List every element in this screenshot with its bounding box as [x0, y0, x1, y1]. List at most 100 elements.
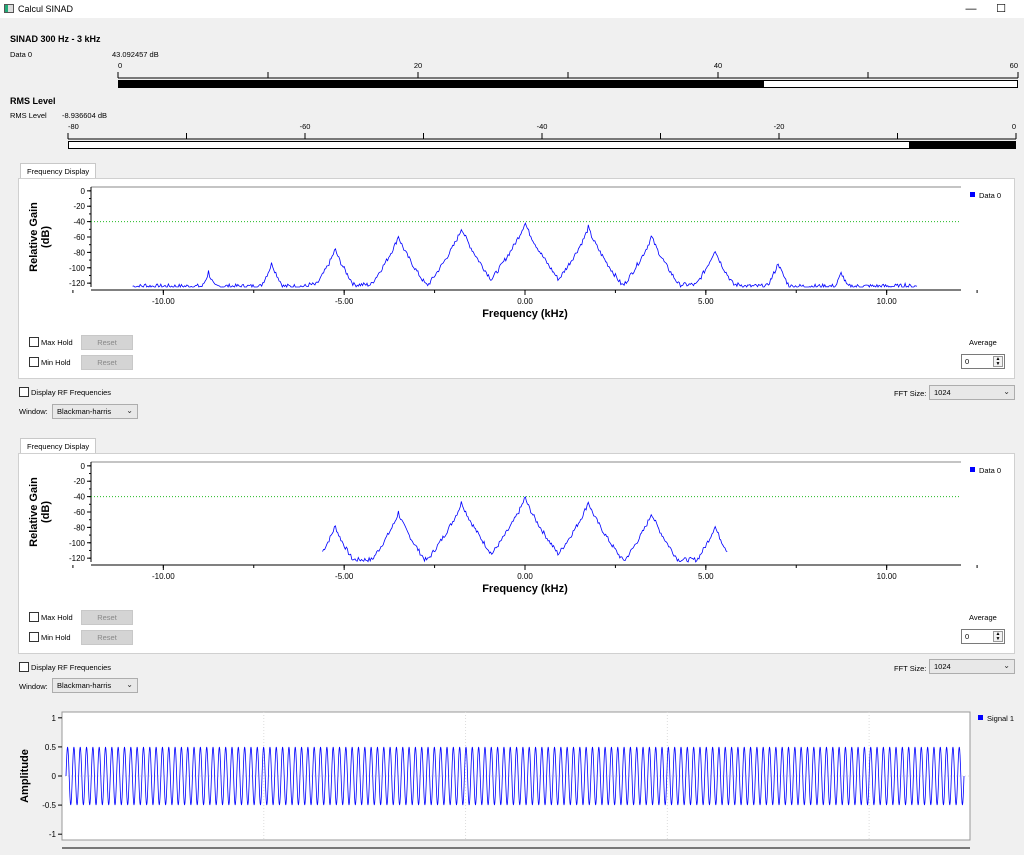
legend-swatch — [970, 192, 975, 197]
display-rf-label: Display RF Frequencies — [31, 663, 112, 672]
meter-tick-label: 60 — [1010, 61, 1018, 70]
sinad-meter-bar — [118, 80, 1018, 88]
x-tick-label: 0.00 — [517, 297, 533, 306]
time-plot[interactable]: 1 0.5 0 -0.5 -1 Amplitude — [0, 700, 1024, 855]
average-label: Average — [969, 338, 997, 347]
frequency-plot-2[interactable]: 0 -20 -40 -60 -80 -100 -120 -10.00 -5.00 0.00 5.00… — [19, 454, 1016, 604]
signal-trace — [65, 746, 965, 806]
meter-tick-label: -60 — [300, 122, 311, 131]
y-tick-label: -120 — [69, 554, 86, 563]
max-hold-label: Max Hold — [41, 338, 73, 347]
max-hold-checkbox[interactable] — [29, 612, 39, 622]
spin-arrows-icon[interactable]: ▲ ▼ — [993, 356, 1003, 367]
max-hold-checkbox[interactable] — [29, 337, 39, 347]
y-tick-label: -60 — [73, 233, 85, 242]
x-tick-label: -10.00 — [152, 572, 175, 581]
tab-frequency-display-2[interactable]: Frequency Display — [20, 438, 97, 453]
y-tick-label: 0 — [81, 187, 86, 196]
window-select[interactable]: Blackman-harris ⌄ — [52, 678, 138, 693]
max-hold-reset-button[interactable]: Reset — [81, 335, 133, 350]
y-tick-label: -20 — [73, 202, 85, 211]
y-tick-label: -0.5 — [42, 801, 56, 810]
average-spinbox[interactable]: 0 ▲ ▼ — [961, 354, 1005, 369]
window-title: Calcul SINAD — [18, 4, 74, 14]
rms-meter-bar — [68, 141, 1016, 149]
title-bar: Calcul SINAD — ☐ — [0, 0, 1024, 18]
y-tick-label: -80 — [73, 248, 85, 257]
average-label: Average — [969, 613, 997, 622]
y-tick-label: 0.5 — [45, 743, 57, 752]
fft-size-select[interactable]: 1024 ⌄ — [929, 659, 1015, 674]
y-tick-label: -80 — [73, 523, 85, 532]
window-select[interactable]: Blackman-harris ⌄ — [52, 404, 138, 419]
y-tick-label: -100 — [69, 264, 86, 273]
x-axis-label: Frequency (kHz) — [482, 308, 568, 320]
display-rf-checkbox[interactable] — [19, 662, 29, 672]
meter-tick-label: -20 — [774, 122, 785, 131]
average-spinbox[interactable]: 0 ▲ ▼ — [961, 629, 1005, 644]
chevron-down-icon: ⌄ — [126, 406, 133, 415]
y-tick-label: 0 — [81, 462, 86, 471]
tab-frequency-display-1[interactable]: Frequency Display — [20, 163, 97, 178]
min-hold-reset-button[interactable]: Reset — [81, 355, 133, 370]
window-value: Blackman-harris — [57, 681, 112, 690]
fft-size-value: 1024 — [934, 662, 951, 671]
rms-section-title: RMS Level — [10, 96, 56, 106]
spin-arrows-icon[interactable]: ▲ ▼ — [993, 631, 1003, 642]
max-hold-reset-button[interactable]: Reset — [81, 610, 133, 625]
frequency-panel-2: 0 -20 -40 -60 -80 -100 -120 -10.00 -5.00 0.00 5.00… — [18, 453, 1015, 654]
min-hold-label: Min Hold — [41, 633, 71, 642]
legend-label[interactable]: Data 0 — [979, 466, 1002, 475]
y-tick-label: -20 — [73, 477, 85, 486]
legend-label[interactable]: Data 0 — [979, 191, 1002, 200]
y-tick-label: -40 — [73, 493, 85, 502]
average-value: 0 — [965, 357, 970, 366]
x-tick-label: 5.00 — [698, 572, 714, 581]
x-tick-label: 10.00 — [877, 297, 898, 306]
spectrum-trace — [322, 496, 728, 563]
chevron-down-icon: ⌄ — [1003, 387, 1010, 396]
y-axis-label: Relative Gain(dB) — [28, 202, 52, 272]
legend-swatch — [970, 467, 975, 472]
average-value: 0 — [965, 632, 970, 641]
frequency-plot-1[interactable]: 0 -20 -40 -60 -80 -100 -120 -10.00 -5.00 0.00 5.00… — [19, 179, 1016, 329]
display-rf-label: Display RF Frequencies — [31, 388, 112, 397]
x-tick-label: -5.00 — [335, 572, 354, 581]
meter-tick-label: -80 — [68, 122, 79, 131]
x-tick-label: 10.00 — [877, 572, 898, 581]
fft-size-label: FFT Size: — [894, 389, 927, 398]
x-tick-label: -5.00 — [335, 297, 354, 306]
x-axis-label: Frequency (kHz) — [482, 583, 568, 595]
frequency-panel-1: 0 -20 -40 -60 -80 -100 -120 -10.00 -5.00 0.00 5.00… — [18, 178, 1015, 379]
window-label: Window: — [19, 407, 48, 416]
y-axis-label-line: Relative Gain — [28, 477, 40, 547]
legend-label[interactable]: Signal 1 — [987, 714, 1015, 723]
meter-tick-label: 20 — [414, 61, 422, 70]
rms-label: RMS Level — [10, 111, 47, 120]
fft-size-select[interactable]: 1024 ⌄ — [929, 385, 1015, 400]
y-tick-label: -1 — [49, 830, 57, 839]
min-hold-checkbox[interactable] — [29, 632, 39, 642]
maximize-button[interactable]: ☐ — [996, 3, 1006, 15]
meter-tick-label: 0 — [1012, 122, 1016, 131]
window-value: Blackman-harris — [57, 407, 112, 416]
chevron-down-icon: ⌄ — [126, 680, 133, 689]
y-tick-label: -120 — [69, 279, 86, 288]
y-axis-label-line: (dB) — [40, 226, 52, 248]
rms-value: -8.936604 dB — [62, 111, 108, 120]
display-rf-checkbox[interactable] — [19, 387, 29, 397]
y-axis-label: Amplitude — [19, 749, 31, 803]
y-tick-label: -60 — [73, 508, 85, 517]
min-hold-checkbox[interactable] — [29, 357, 39, 367]
sinad-meter-scale: 0 20 40 60 — [117, 61, 1019, 79]
y-tick-label: 1 — [52, 714, 57, 723]
y-axis-label: Relative Gain(dB) — [28, 477, 52, 547]
min-hold-reset-button[interactable]: Reset — [81, 630, 133, 645]
rms-meter-scale: -80 -60 -40 -20 0 — [67, 122, 1017, 140]
window-label: Window: — [19, 682, 48, 691]
x-tick-label: 0.00 — [517, 572, 533, 581]
minimize-button[interactable]: — — [965, 3, 977, 15]
y-tick-label: 0 — [52, 772, 57, 781]
x-tick-label: 5.00 — [698, 297, 714, 306]
sinad-section-title: SINAD 300 Hz - 3 kHz — [10, 34, 101, 44]
